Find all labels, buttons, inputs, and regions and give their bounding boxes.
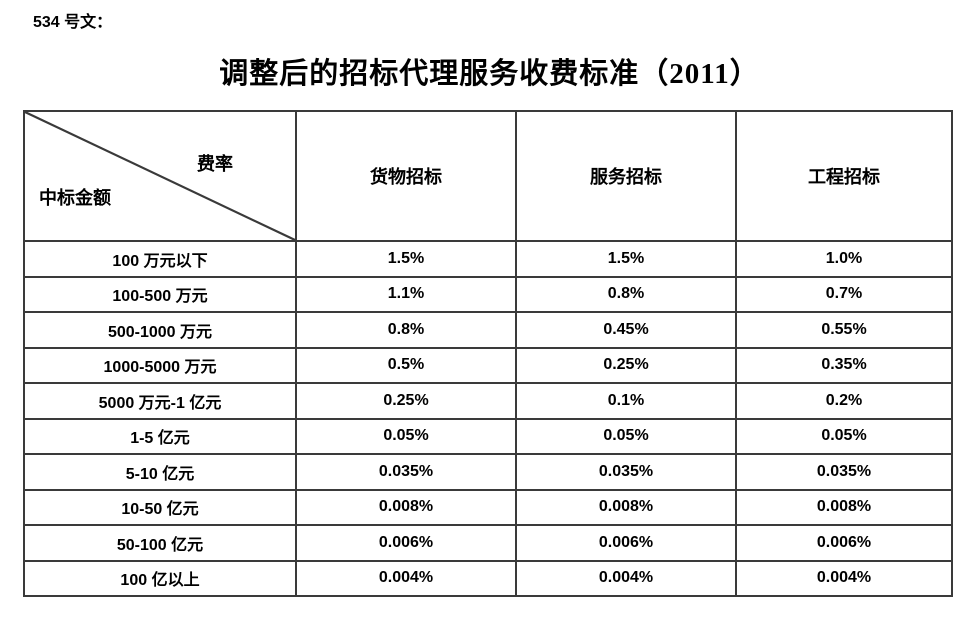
table-header: 费率 中标金额 货物招标 服务招标 工程招标 [23, 110, 953, 242]
table-row: 1-5 亿元 0.05% 0.05% 0.05% [23, 417, 953, 455]
fee-rate-value: 0.008% [735, 488, 953, 526]
fee-standard-table: 费率 中标金额 货物招标 服务招标 工程招标 100 万元以下 1.5% 1.5% 1… [23, 110, 953, 597]
table-row: 5-10 亿元 0.035% 0.035% 0.035% [23, 453, 953, 491]
row-label-amount-range: 50-100 亿元 [23, 524, 297, 562]
corner-label-rate: 费率 [197, 154, 233, 174]
fee-rate-value: 0.05% [735, 417, 953, 455]
fee-rate-value: 0.7% [735, 275, 953, 313]
fee-rate-value: 0.004% [735, 559, 953, 597]
table-row: 5000 万元-1 亿元 0.25% 0.1% 0.2% [23, 382, 953, 420]
column-header-engineering: 工程招标 [735, 110, 953, 242]
fee-rate-value: 0.035% [295, 453, 517, 491]
row-label-amount-range: 100 亿以上 [23, 559, 297, 597]
fee-rate-value: 0.006% [295, 524, 517, 562]
fee-rate-value: 0.035% [515, 453, 737, 491]
table-row: 100 亿以上 0.004% 0.004% 0.004% [23, 559, 953, 597]
row-label-amount-range: 500-1000 万元 [23, 311, 297, 349]
fee-table-body: 100 万元以下 1.5% 1.5% 1.0% 100-500 万元 1.1% 0.8% 0.… [23, 240, 953, 597]
corner-label-amount: 中标金额 [39, 188, 111, 208]
column-header-goods: 货物招标 [295, 110, 517, 242]
row-label-amount-range: 10-50 亿元 [23, 488, 297, 526]
fee-rate-value: 0.55% [735, 311, 953, 349]
fee-rate-value: 0.1% [515, 382, 737, 420]
row-label-amount-range: 100 万元以下 [23, 240, 297, 278]
fee-rate-value: 0.006% [735, 524, 953, 562]
fee-rate-value: 1.5% [515, 240, 737, 278]
fee-rate-value: 0.25% [295, 382, 517, 420]
corner-header-cell: 费率 中标金额 [23, 110, 297, 242]
doc-number-label: 534 号文： [33, 14, 113, 31]
table-row: 500-1000 万元 0.8% 0.45% 0.55% [23, 311, 953, 349]
column-header-service: 服务招标 [515, 110, 737, 242]
fee-rate-value: 0.35% [735, 346, 953, 384]
fee-rate-value: 0.45% [515, 311, 737, 349]
fee-rate-value: 0.008% [295, 488, 517, 526]
row-label-amount-range: 1-5 亿元 [23, 417, 297, 455]
page-title: 调整后的招标代理服务收费标准（2011） [219, 58, 760, 90]
fee-rate-value: 1.5% [295, 240, 517, 278]
fee-rate-value: 0.006% [515, 524, 737, 562]
table-row: 10-50 亿元 0.008% 0.008% 0.008% [23, 488, 953, 526]
row-label-amount-range: 5000 万元-1 亿元 [23, 382, 297, 420]
fee-rate-value: 0.2% [735, 382, 953, 420]
row-label-amount-range: 100-500 万元 [23, 275, 297, 313]
diagonal-divider-line [25, 112, 295, 240]
table-row: 100-500 万元 1.1% 0.8% 0.7% [23, 275, 953, 313]
fee-rate-value: 0.05% [295, 417, 517, 455]
fee-rate-value: 0.004% [515, 559, 737, 597]
fee-rate-value: 0.008% [515, 488, 737, 526]
row-label-amount-range: 5-10 亿元 [23, 453, 297, 491]
fee-rate-value: 0.8% [515, 275, 737, 313]
fee-rate-value: 0.035% [735, 453, 953, 491]
fee-rate-value: 1.0% [735, 240, 953, 278]
fee-rate-value: 0.05% [515, 417, 737, 455]
table-row: 50-100 亿元 0.006% 0.006% 0.006% [23, 524, 953, 562]
fee-rate-value: 0.004% [295, 559, 517, 597]
table-row: 1000-5000 万元 0.5% 0.25% 0.35% [23, 346, 953, 384]
fee-rate-value: 1.1% [295, 275, 517, 313]
fee-rate-value: 0.8% [295, 311, 517, 349]
row-label-amount-range: 1000-5000 万元 [23, 346, 297, 384]
fee-rate-value: 0.25% [515, 346, 737, 384]
fee-rate-value: 0.5% [295, 346, 517, 384]
header-row: 费率 中标金额 货物招标 服务招标 工程招标 [23, 110, 953, 242]
table-row: 100 万元以下 1.5% 1.5% 1.0% [23, 240, 953, 278]
